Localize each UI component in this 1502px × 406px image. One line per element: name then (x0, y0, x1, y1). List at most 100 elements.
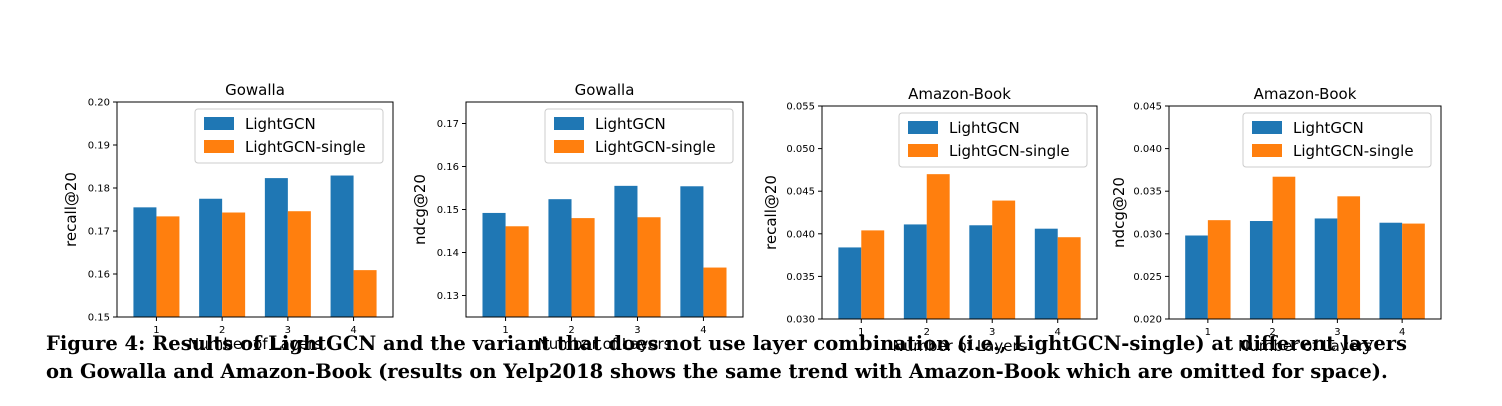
bar-lightgcn-layer-1 (838, 247, 862, 319)
bar-lightgcn-single-layer-1 (1207, 220, 1231, 319)
x-tick-label: 3 (989, 327, 995, 338)
x-axis-label: Number of Layers (188, 335, 322, 353)
legend-label: LightGCN (949, 119, 1020, 137)
bar-lightgcn-single-layer-2 (571, 218, 595, 317)
y-tick-label: 0.18 (88, 184, 110, 195)
x-tick-label: 4 (1055, 327, 1061, 338)
x-axis-label: Number of Layers (1238, 337, 1372, 355)
chart-title: Gowalla (225, 81, 285, 99)
legend-label: LightGCN-single (1293, 142, 1414, 160)
legend-box (544, 108, 734, 164)
bar-lightgcn-single-layer-4 (1402, 223, 1425, 319)
bar-lightgcn-single-layer-4 (703, 267, 727, 317)
bar-lightgcn-single-layer-3 (287, 211, 311, 317)
y-tick-label: 0.050 (786, 144, 815, 155)
y-axis-label: recall@20 (62, 172, 80, 247)
x-tick-label: 3 (634, 325, 640, 336)
y-axis-label: recall@20 (762, 175, 780, 250)
bar-lightgcn-layer-4 (680, 186, 704, 317)
y-tick-label: 0.035 (1133, 187, 1162, 198)
x-tick-label: 2 (219, 325, 225, 336)
y-tick-label: 0.040 (1133, 144, 1162, 155)
bar-lightgcn-layer-3 (969, 225, 993, 319)
y-tick-label: 0.025 (1133, 272, 1162, 283)
x-axis-label: Number of Layers (538, 335, 672, 353)
y-tick-label: 0.15 (437, 205, 459, 216)
legend-swatch (204, 140, 234, 153)
x-axis-label: Number of Layers (893, 337, 1027, 355)
bar-lightgcn-single-layer-3 (637, 217, 661, 317)
bar-lightgcn-single-layer-2 (1272, 176, 1296, 319)
bar-lightgcn-single-layer-3 (992, 200, 1016, 319)
legend-swatch (908, 144, 938, 157)
caption-line-2: on Gowalla and Amazon-Book (results on Y… (46, 360, 1388, 383)
y-tick-label: 0.15 (88, 313, 110, 324)
bar-lightgcn-single-layer-2 (926, 174, 950, 319)
y-tick-label: 0.20 (88, 98, 110, 109)
y-tick-label: 0.17 (437, 119, 459, 130)
y-axis-label: ndcg@20 (1110, 177, 1128, 248)
y-tick-label: 0.040 (786, 229, 815, 240)
legend-swatch (1252, 121, 1282, 134)
bar-lightgcn-single-layer-3 (1337, 196, 1361, 319)
legend-swatch (554, 140, 584, 153)
y-tick-label: 0.19 (88, 141, 110, 152)
bar-lightgcn-layer-2 (1249, 221, 1273, 319)
y-tick-label: 0.035 (786, 272, 815, 283)
x-tick-label: 4 (350, 325, 356, 336)
y-tick-label: 0.030 (1133, 229, 1162, 240)
bar-lightgcn-single-layer-4 (1057, 237, 1081, 319)
bar-lightgcn-layer-1 (482, 212, 506, 317)
legend-label: LightGCN-single (949, 142, 1070, 160)
plot-frame (821, 105, 1098, 320)
y-tick-label: 0.045 (786, 187, 815, 198)
bar-lightgcn-layer-2 (199, 198, 223, 317)
bar-lightgcn-single-layer-1 (156, 216, 180, 317)
bar-lightgcn-single-layer-4 (353, 270, 377, 317)
y-tick-label: 0.16 (437, 162, 459, 173)
chart-panel-1: 0.15 0.16 0.17 0.18 0.19 0.20 1 2 3 4 Gowalla Numbe… (62, 81, 394, 353)
legend-swatch (204, 117, 234, 130)
y-axis-label: ndcg@20 (411, 174, 429, 245)
plot-frame (1168, 105, 1442, 320)
chart-panel-2: 0.13 0.14 0.15 0.16 0.17 1 2 3 4 Gowalla Number of… (411, 81, 744, 353)
figure-caption: Figure 4: Results of LightGCN and the va… (46, 330, 1486, 386)
chart-panel-3: 0.030 0.035 0.040 0.045 0.050 0.055 1 2 3 4 Amazon… (762, 85, 1098, 355)
chart-title: Amazon-Book (908, 85, 1011, 103)
x-tick-label: 2 (924, 327, 930, 338)
y-tick-label: 0.020 (1133, 315, 1162, 326)
legend-label: LightGCN-single (245, 138, 366, 156)
x-tick-label: 3 (1334, 327, 1340, 338)
x-tick-label: 2 (1269, 327, 1275, 338)
y-tick-label: 0.17 (88, 227, 110, 238)
bar-lightgcn-layer-4 (1034, 228, 1058, 319)
legend-box (1242, 112, 1432, 168)
y-tick-label: 0.13 (437, 291, 459, 302)
x-tick-label: 1 (153, 325, 159, 336)
bar-lightgcn-layer-3 (614, 185, 638, 317)
bar-lightgcn-single-layer-2 (222, 212, 246, 317)
legend-swatch (908, 121, 938, 134)
x-tick-label: 2 (568, 325, 574, 336)
y-tick-label: 0.045 (1133, 102, 1162, 113)
bar-lightgcn-layer-4 (1379, 222, 1403, 319)
bar-lightgcn-layer-4 (330, 175, 354, 317)
y-tick-label: 0.055 (786, 102, 815, 113)
x-tick-label: 4 (700, 325, 706, 336)
x-tick-label: 1 (502, 325, 508, 336)
bar-lightgcn-layer-3 (264, 178, 288, 317)
bar-lightgcn-single-layer-1 (861, 230, 885, 319)
y-tick-label: 0.030 (786, 315, 815, 326)
legend-label: LightGCN (245, 115, 316, 133)
bar-lightgcn-layer-1 (133, 207, 157, 317)
y-tick-label: 0.16 (88, 270, 110, 281)
plot-frame (116, 101, 394, 318)
bar-lightgcn-layer-2 (903, 224, 927, 319)
legend-box (898, 112, 1088, 168)
bar-lightgcn-layer-3 (1314, 218, 1338, 319)
x-tick-label: 4 (1399, 327, 1405, 338)
caption-line-1: Figure 4: Results of LightGCN and the va… (46, 332, 1408, 355)
legend-label: LightGCN (595, 115, 666, 133)
x-tick-label: 1 (858, 327, 864, 338)
